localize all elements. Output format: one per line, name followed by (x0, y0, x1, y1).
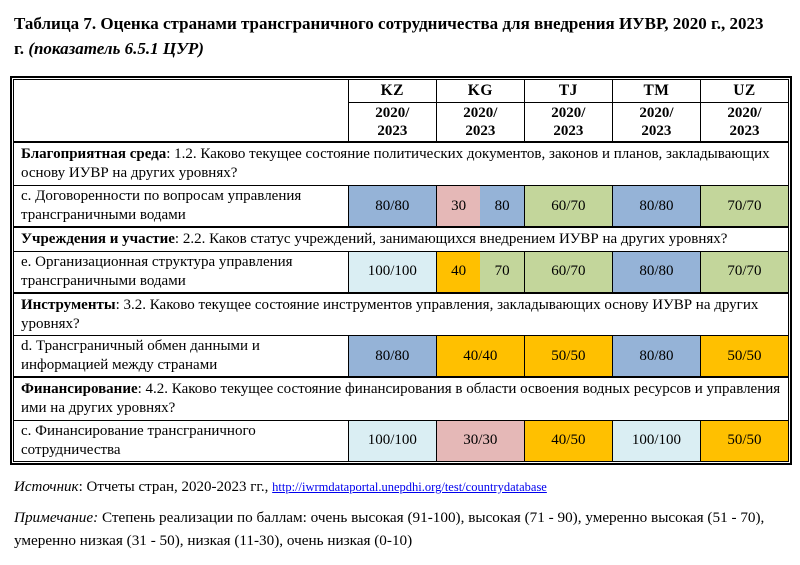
section-title: Учреждения и участие (21, 230, 175, 247)
col-header-kz: KZ (347, 79, 437, 103)
iwrm-assessment-table: KZ KG TJ TM UZ 2020/2023 2020/2023 2020/… (10, 76, 792, 465)
period-uz: 2020/2023 (699, 101, 790, 143)
score-cell-kg: 30 80 (435, 185, 525, 228)
score-cell-kz: 80/80 (347, 335, 437, 378)
section-header-financing: Финансирование: 4.2. Каково текущее сост… (13, 376, 789, 421)
score-cell-uz: 50/50 (699, 335, 790, 378)
row-label: c. Договоренности по вопросам управления… (13, 185, 349, 228)
score-half-right: 80 (480, 186, 524, 226)
score-cell-tj: 40/50 (523, 419, 613, 462)
col-header-tj: TJ (523, 79, 613, 103)
section-question: : 2.2. Каков статус учреждений, занимающ… (174, 230, 728, 247)
section-title: Инструменты (21, 296, 116, 313)
section-question: : 1.2. Каково текущее состояние политиче… (21, 146, 770, 182)
score-cell-tj: 50/50 (523, 335, 613, 378)
score-half-left: 30 (436, 186, 481, 226)
col-header-uz: UZ (699, 79, 790, 103)
note-text: Степень реализации по баллам: очень высо… (14, 508, 765, 549)
row-label: e. Организационная структура управления … (13, 250, 349, 294)
table-title: Таблица 7. Оценка странами трансгранично… (14, 12, 772, 61)
corner-cell (13, 79, 349, 143)
section-question: : 4.2. Каково текущее состояние финансир… (21, 381, 781, 417)
score-cell-kg: 40/40 (435, 335, 525, 378)
section-title: Финансирование (21, 381, 138, 398)
score-half-right: 70 (480, 251, 524, 292)
source-link[interactable]: http://iwrmdataportal.unepdhi.org/test/c… (272, 479, 547, 494)
score-cell-tj: 60/70 (523, 250, 613, 294)
score-cell-kg: 40 70 (435, 250, 525, 294)
section-header-institutions: Учреждения и участие: 2.2. Каков статус … (13, 225, 789, 252)
section-header-instruments: Инструменты: 3.2. Каково текущее состоян… (13, 291, 789, 337)
score-cell-uz: 50/50 (699, 419, 790, 462)
score-cell-uz: 70/70 (699, 185, 790, 228)
country-header-row: KZ KG TJ TM UZ (13, 79, 790, 143)
score-half-left: 40 (436, 251, 481, 292)
section-header-enabling-environment: Благоприятная среда: 1.2. Каково текущее… (13, 141, 789, 187)
col-header-tm: TM (611, 79, 701, 103)
data-row-financing: c. Финансирование трансграничного сотруд… (13, 419, 790, 462)
score-cell-tm: 80/80 (611, 335, 701, 378)
score-cell-tm: 100/100 (611, 419, 701, 462)
data-table: KZ KG TJ TM UZ 2020/2023 2020/2023 2020/… (13, 79, 790, 462)
col-header-kg: KG (435, 79, 525, 103)
period-kz: 2020/2023 (347, 101, 437, 143)
score-cell-tm: 80/80 (611, 250, 701, 294)
note-line: Примечание: Степень реализации по баллам… (14, 507, 786, 553)
section-title: Благоприятная среда (21, 146, 167, 163)
source-line: Источник: Отчеты стран, 2020-2023 гг., h… (14, 479, 790, 496)
score-cell-uz: 70/70 (699, 250, 790, 294)
table-title-note: (показатель 6.5.1 ЦУР) (28, 38, 204, 58)
period-kg: 2020/2023 (435, 101, 525, 143)
period-tm: 2020/2023 (611, 101, 701, 143)
table-title-main: Таблица 7. Оценка странами трансгранично… (14, 14, 764, 58)
source-label: Источник (14, 478, 79, 495)
score-cell-tj: 60/70 (523, 185, 613, 228)
data-row-org-structure: e. Организационная структура управления … (13, 250, 790, 294)
row-label: d. Трансграничный обмен данными и информ… (13, 335, 349, 378)
section-question: : 3.2. Каково текущее состояние инструме… (21, 296, 759, 332)
score-cell-kz: 80/80 (347, 185, 437, 228)
score-cell-kg: 30/30 (435, 419, 525, 462)
score-cell-kz: 100/100 (347, 419, 437, 462)
period-header-row: 2020/2023 2020/2023 2020/2023 2020/2023 … (14, 101, 790, 143)
data-row-agreements: c. Договоренности по вопросам управления… (13, 185, 790, 228)
note-label: Примечание: (14, 508, 99, 526)
score-cell-kz: 100/100 (347, 250, 437, 294)
source-text: : Отчеты стран, 2020-2023 гг., (78, 478, 273, 495)
data-row-data-exchange: d. Трансграничный обмен данными и информ… (13, 335, 790, 378)
score-cell-tm: 80/80 (611, 185, 701, 228)
row-label: c. Финансирование трансграничного сотруд… (13, 419, 349, 462)
period-tj: 2020/2023 (523, 101, 613, 143)
